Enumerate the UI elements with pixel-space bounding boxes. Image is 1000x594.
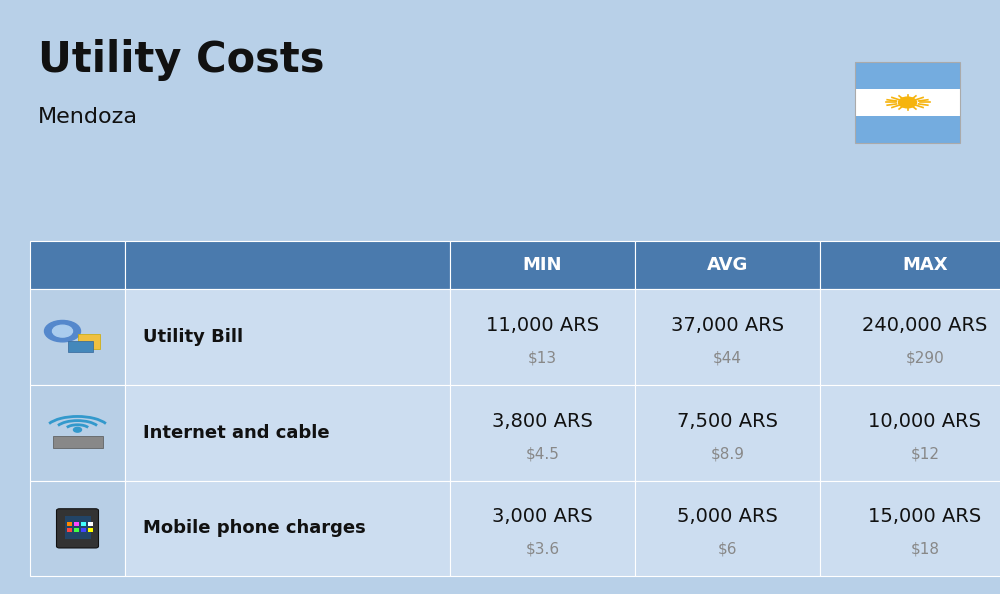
Bar: [450, 289, 635, 385]
Text: $3.6: $3.6: [525, 542, 560, 557]
Text: 11,000 ARS: 11,000 ARS: [486, 316, 599, 335]
Text: 37,000 ARS: 37,000 ARS: [671, 316, 784, 335]
Bar: [30, 289, 125, 385]
Circle shape: [52, 325, 72, 337]
Bar: [80, 527, 86, 532]
Bar: [820, 241, 1000, 289]
Bar: [450, 241, 635, 289]
Circle shape: [44, 321, 80, 342]
Bar: [635, 241, 820, 289]
Text: MAX: MAX: [902, 256, 948, 274]
Text: $12: $12: [910, 446, 940, 462]
Bar: [74, 527, 79, 532]
Bar: [30, 385, 125, 481]
Text: 5,000 ARS: 5,000 ARS: [677, 507, 778, 526]
Circle shape: [74, 427, 82, 432]
Bar: [855, 62, 960, 89]
Text: $13: $13: [528, 350, 557, 366]
Bar: [66, 527, 72, 532]
Text: 7,500 ARS: 7,500 ARS: [677, 412, 778, 431]
Bar: [450, 385, 635, 481]
Bar: [125, 241, 450, 289]
Bar: [68, 341, 92, 352]
Text: Utility Costs: Utility Costs: [38, 39, 324, 81]
Text: 10,000 ARS: 10,000 ARS: [868, 412, 982, 431]
Bar: [820, 385, 1000, 481]
Bar: [125, 385, 450, 481]
Bar: [88, 522, 93, 526]
Bar: [88, 527, 93, 532]
Text: $8.9: $8.9: [710, 446, 744, 462]
Bar: [30, 241, 125, 289]
Bar: [450, 481, 635, 576]
Circle shape: [898, 97, 916, 108]
Text: $18: $18: [910, 542, 940, 557]
Bar: [125, 289, 450, 385]
Text: Mendoza: Mendoza: [38, 107, 138, 127]
Bar: [74, 522, 79, 526]
Text: Utility Bill: Utility Bill: [143, 328, 243, 346]
Bar: [855, 116, 960, 143]
Text: $4.5: $4.5: [526, 446, 559, 462]
Bar: [125, 481, 450, 576]
Text: 15,000 ARS: 15,000 ARS: [868, 507, 982, 526]
Text: $6: $6: [718, 542, 737, 557]
Text: 240,000 ARS: 240,000 ARS: [862, 316, 988, 335]
FancyBboxPatch shape: [56, 508, 98, 548]
Bar: [855, 62, 960, 143]
Bar: [635, 385, 820, 481]
Text: 3,800 ARS: 3,800 ARS: [492, 412, 593, 431]
Text: 3,000 ARS: 3,000 ARS: [492, 507, 593, 526]
Text: MIN: MIN: [523, 256, 562, 274]
Text: $44: $44: [713, 350, 742, 366]
Bar: [78, 334, 100, 349]
Text: AVG: AVG: [707, 256, 748, 274]
Bar: [635, 289, 820, 385]
Bar: [52, 435, 103, 448]
Bar: [855, 89, 960, 116]
Bar: [30, 481, 125, 576]
Bar: [66, 522, 72, 526]
Bar: [820, 289, 1000, 385]
Text: $290: $290: [906, 350, 944, 366]
Bar: [820, 481, 1000, 576]
Bar: [64, 516, 90, 539]
Bar: [635, 481, 820, 576]
Text: Internet and cable: Internet and cable: [143, 424, 330, 442]
Bar: [80, 522, 86, 526]
Text: Mobile phone charges: Mobile phone charges: [143, 519, 366, 538]
